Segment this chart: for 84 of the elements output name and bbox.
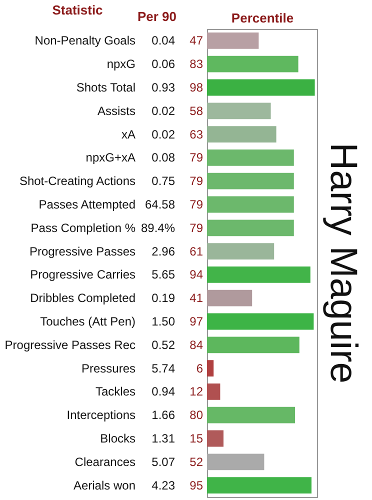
bar bbox=[207, 126, 276, 142]
data-label: 41 bbox=[190, 291, 204, 306]
bar bbox=[207, 313, 314, 330]
bar bbox=[207, 336, 300, 354]
bar bbox=[207, 102, 271, 120]
data-label: 79 bbox=[190, 150, 204, 165]
data-label: 6 bbox=[196, 361, 204, 376]
x-axis-title: Percentile bbox=[231, 10, 294, 26]
data-label: 52 bbox=[190, 454, 204, 469]
text: 0.75 bbox=[152, 174, 176, 188]
bar bbox=[207, 79, 315, 96]
text: 5.65 bbox=[152, 268, 176, 282]
text: 2.96 bbox=[152, 244, 176, 258]
y-tick-label: xA bbox=[121, 127, 136, 142]
bar bbox=[207, 220, 294, 236]
y-tick-label: Progressive Passes bbox=[29, 244, 136, 258]
bar bbox=[207, 243, 274, 260]
y-tick-label: Tackles bbox=[95, 384, 136, 399]
data-label: 63 bbox=[190, 127, 204, 142]
bar bbox=[207, 360, 214, 376]
data-label: 94 bbox=[190, 268, 204, 282]
data-label: 97 bbox=[190, 314, 204, 328]
y-tick-label: Non-Penalty Goals bbox=[34, 34, 136, 48]
bar bbox=[207, 150, 294, 166]
bar bbox=[207, 196, 294, 213]
y-tick-label: Clearances bbox=[74, 454, 136, 469]
bar bbox=[207, 56, 298, 72]
text: Per 90 bbox=[137, 9, 177, 24]
text: Harry Maguire bbox=[322, 142, 364, 384]
bar bbox=[207, 172, 294, 190]
bar bbox=[207, 430, 224, 447]
data-label: 80 bbox=[190, 408, 204, 422]
text: 0.02 bbox=[152, 127, 176, 142]
data-label: 12 bbox=[190, 384, 204, 399]
data-label: 79 bbox=[190, 174, 204, 188]
data-label: 79 bbox=[190, 220, 204, 235]
data-label: 58 bbox=[190, 104, 204, 118]
text: 1.66 bbox=[152, 408, 176, 422]
y-tick-label: Interceptions bbox=[66, 408, 136, 422]
text: 89.4% bbox=[140, 220, 176, 235]
y-tick-label: Pass Completion % bbox=[30, 220, 136, 235]
y-tick-label: npxG+xA bbox=[86, 150, 136, 165]
y-tick-label: Shots Total bbox=[76, 80, 136, 94]
text: 5.74 bbox=[152, 361, 176, 376]
y-tick-label: Aerials won bbox=[73, 478, 136, 492]
data-label: 84 bbox=[190, 338, 204, 352]
text: 1.31 bbox=[152, 432, 176, 446]
text: 0.06 bbox=[152, 57, 176, 72]
y-tick-label: Touches (Att Pen) bbox=[40, 314, 136, 328]
text: 0.08 bbox=[152, 150, 176, 165]
text: 0.04 bbox=[152, 34, 176, 48]
bar bbox=[207, 454, 264, 470]
text: 5.07 bbox=[152, 454, 176, 469]
data-label: 47 bbox=[190, 34, 204, 48]
data-label: 61 bbox=[190, 244, 204, 258]
bar bbox=[207, 477, 312, 494]
y-tick-label: Progressive Passes Rec bbox=[4, 338, 136, 352]
bar bbox=[207, 290, 252, 306]
data-label: 15 bbox=[190, 432, 204, 446]
y-tick-label: npxG bbox=[106, 57, 136, 72]
bar bbox=[207, 32, 259, 49]
text: 4.23 bbox=[152, 478, 176, 492]
data-label: 83 bbox=[190, 57, 204, 72]
data-label: 79 bbox=[190, 198, 204, 212]
y-tick-label: Progressive Carries bbox=[30, 268, 136, 282]
text: 0.19 bbox=[152, 291, 176, 306]
text: 0.02 bbox=[152, 104, 176, 118]
text: 64.58 bbox=[144, 198, 176, 212]
text: 1.50 bbox=[152, 314, 176, 328]
y-tick-label: Blocks bbox=[100, 432, 136, 446]
y-axis-title: Statistic bbox=[52, 2, 103, 18]
bar bbox=[207, 384, 220, 400]
y-tick-label: Assists bbox=[97, 104, 136, 118]
text: 0.93 bbox=[152, 80, 176, 94]
data-label: 95 bbox=[190, 478, 204, 492]
text: 0.94 bbox=[152, 384, 176, 399]
y-tick-label: Pressures bbox=[81, 361, 136, 376]
y-tick-label: Passes Attempted bbox=[38, 198, 136, 212]
y-tick-label: Dribbles Completed bbox=[30, 291, 136, 306]
bar bbox=[207, 266, 310, 283]
data-label: 98 bbox=[190, 80, 204, 94]
bar bbox=[207, 406, 295, 424]
y-tick-label: Shot-Creating Actions bbox=[19, 174, 136, 188]
text: 0.52 bbox=[152, 338, 176, 352]
